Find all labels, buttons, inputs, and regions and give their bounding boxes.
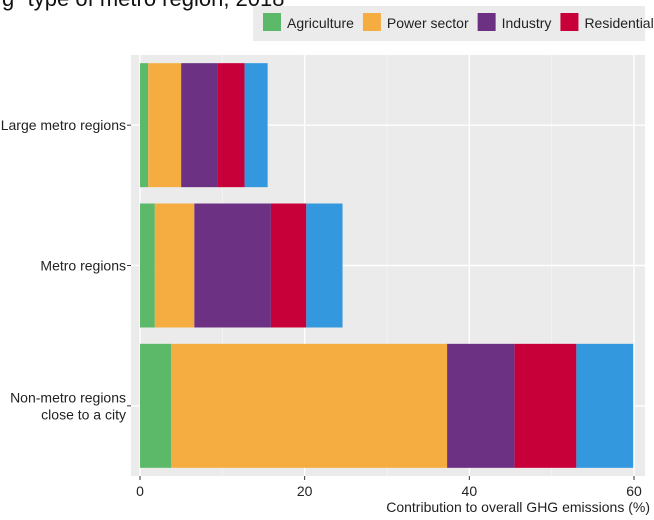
legend-swatch — [477, 13, 496, 31]
bar-industry-metro-regions — [194, 203, 271, 328]
legend-swatch — [362, 13, 381, 31]
legend-label: Power sector — [387, 15, 469, 31]
legend-item-industry: Industry — [477, 13, 552, 31]
bar-residential-non-metro-regions-close-to-a-city — [514, 343, 577, 468]
bar-residential-metro-regions — [270, 203, 307, 328]
bar-transport-metro-regions — [306, 203, 343, 328]
bar-transport-non-metro-regions-close-to-a-city — [576, 343, 634, 468]
legend-item-agriculture: Agriculture — [263, 13, 354, 31]
legend-label: Industry — [502, 15, 552, 31]
page-title: gˆ type of metro region, 2018 — [2, 0, 285, 12]
y-tick-label: Non-metro regions close to a city — [10, 389, 126, 422]
axes: 0 20 40 60 Large metro regions Metro regions N… — [1, 117, 642, 499]
y-tick-label: Large metro regions — [1, 117, 126, 133]
legend-swatch — [560, 13, 579, 31]
x-tick-label: 20 — [297, 483, 313, 499]
bar-agriculture-non-metro-regions-close-to-a-city — [140, 343, 172, 468]
bar-power-sector-metro-regions — [154, 203, 195, 328]
legend-item-residential: Residential — [560, 13, 654, 31]
legend-swatch — [263, 13, 281, 31]
bar-industry-non-metro-regions-close-to-a-city — [447, 343, 515, 468]
bar-industry-large-metro-regions — [181, 63, 218, 188]
legend-label: Agriculture — [287, 15, 354, 31]
legend-item-power-sector: Power sector — [362, 13, 469, 31]
y-tick-label: Metro regions — [40, 258, 126, 274]
bar-agriculture-metro-regions — [140, 203, 155, 328]
bar-agriculture-large-metro-regions — [140, 63, 149, 188]
bars — [140, 63, 634, 468]
bar-power-sector-non-metro-regions-close-to-a-city — [171, 343, 448, 468]
legend: Agriculture Power sector Industry Residenti… — [253, 6, 654, 41]
bar-transport-large-metro-regions — [244, 63, 268, 188]
x-axis-title: Contribution to overall GHG emissions (%… — [386, 499, 650, 515]
bar-residential-large-metro-regions — [217, 63, 245, 188]
x-tick-label: 40 — [462, 483, 478, 499]
x-tick-label: 60 — [626, 483, 642, 499]
legend-label: Residential — [584, 15, 653, 31]
bar-power-sector-large-metro-regions — [148, 63, 182, 188]
legend-background — [253, 6, 645, 41]
x-tick-label: 0 — [136, 483, 144, 499]
